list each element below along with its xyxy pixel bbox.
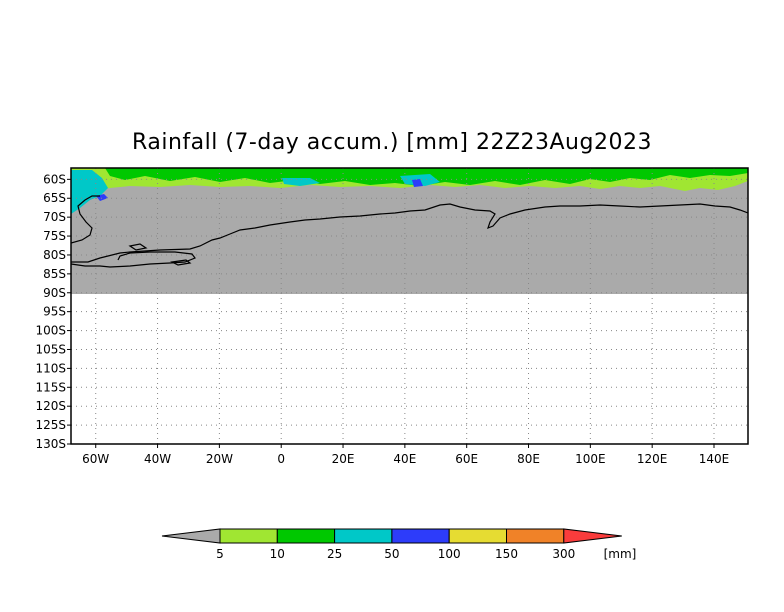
colorbar-tick-label: 10 [270,547,285,561]
colorbar: 5 10 25 50 100 150 300 [mm] [161,528,637,561]
colorbar-box [276,528,336,544]
colorbar-tick-label: 150 [495,547,518,561]
lat-tick-label: 70S [43,210,66,224]
lat-tick-label: 100S [35,324,66,338]
lat-tick-label: 120S [35,399,66,413]
rain-band-cyan-west [71,170,108,214]
lon-tick-label: 20E [332,452,355,466]
colorbar-tick-label: 300 [552,547,575,561]
lat-tick-label: 125S [35,418,66,432]
lat-tick-label: 65S [43,191,66,205]
lon-tick-label: 100E [575,452,606,466]
lat-tick-label: 105S [35,342,66,356]
lat-tick-label: 95S [43,305,66,319]
colorbar-box [506,528,565,544]
lat-tick-label: 80S [43,248,66,262]
colorbar-box [448,528,508,544]
lon-tick-label: 0 [277,452,285,466]
colorbar-tick-label: 25 [327,547,342,561]
colorbar-tick-label: 50 [384,547,399,561]
colorbar-arrow-high [563,528,622,544]
latitude-axis: 60S 65S 70S 75S 80S 85S 90S 95S 100S 105S 110S 115S… [35,172,71,451]
rain-band-cyan-mid [282,178,320,186]
grid-lines [71,168,748,445]
lon-tick-label: 40W [144,452,171,466]
rainfall-bands [71,168,748,214]
lon-tick-label: 40E [393,452,416,466]
lon-tick-label: 60E [455,452,478,466]
lon-tick-label: 140E [699,452,730,466]
colorbar-unit-label: [mm] [604,547,637,561]
colorbar-arrow-low [161,528,221,544]
lon-tick-label: 20W [206,452,233,466]
coastline [71,195,748,268]
lat-tick-label: 60S [43,172,66,186]
colorbar-tick-label: 100 [438,547,461,561]
rain-band-blue [412,179,423,187]
colorbar-tick-label: 5 [216,547,224,561]
map-title: Rainfall (7-day accum.) [mm] 22Z23Aug202… [132,130,652,155]
lat-tick-label: 110S [35,361,66,375]
lat-tick-label: 115S [35,380,66,394]
lat-tick-label: 90S [43,286,66,300]
colorbar-box [391,528,450,544]
lat-tick-label: 75S [43,229,66,243]
no-rain-region [71,168,748,294]
lon-tick-label: 120E [637,452,668,466]
lat-tick-label: 85S [43,267,66,281]
lon-tick-label: 60W [82,452,109,466]
lon-tick-label: 80E [517,452,540,466]
longitude-axis: 60W 40W 20W 0 20E 40E 60E 80E 100E 120E 140E [82,444,729,466]
map-frame [70,167,749,445]
colorbar-box [334,528,393,544]
lat-tick-label: 130S [35,437,66,451]
colorbar-box [219,528,278,544]
